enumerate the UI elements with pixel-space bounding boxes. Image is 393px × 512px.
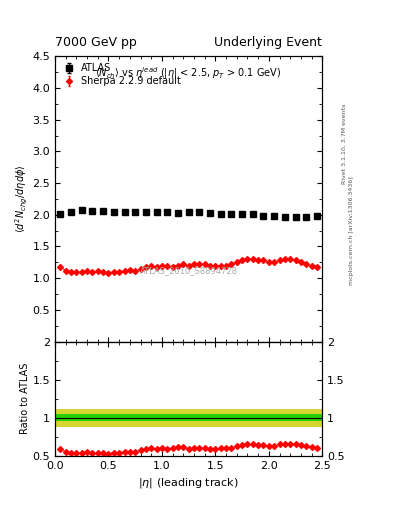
Text: ATLAS_2010_S8894728: ATLAS_2010_S8894728 bbox=[140, 266, 238, 275]
Text: $\langle N_{ch}\rangle$ vs $\eta^{lead}$ ($|\eta|$ < 2.5, $p_T$ > 0.1 GeV): $\langle N_{ch}\rangle$ vs $\eta^{lead}$… bbox=[95, 65, 282, 81]
Y-axis label: Ratio to ATLAS: Ratio to ATLAS bbox=[20, 363, 30, 434]
Text: mcplots.cern.ch [arXiv:1306.3436]: mcplots.cern.ch [arXiv:1306.3436] bbox=[349, 176, 354, 285]
Bar bbox=[55, 409, 322, 427]
Legend: ATLAS, Sherpa 2.2.9 default: ATLAS, Sherpa 2.2.9 default bbox=[60, 61, 183, 88]
Y-axis label: $\langle d^2 N_{chg}/d\eta d\phi \rangle$: $\langle d^2 N_{chg}/d\eta d\phi \rangle… bbox=[13, 165, 29, 233]
X-axis label: $|\eta|$ (leading track): $|\eta|$ (leading track) bbox=[138, 476, 239, 490]
Text: Underlying Event: Underlying Event bbox=[215, 36, 322, 49]
Text: Rivet 3.1.10, 3.7M events: Rivet 3.1.10, 3.7M events bbox=[342, 103, 346, 183]
Bar bbox=[55, 414, 322, 421]
Text: 7000 GeV pp: 7000 GeV pp bbox=[55, 36, 137, 49]
